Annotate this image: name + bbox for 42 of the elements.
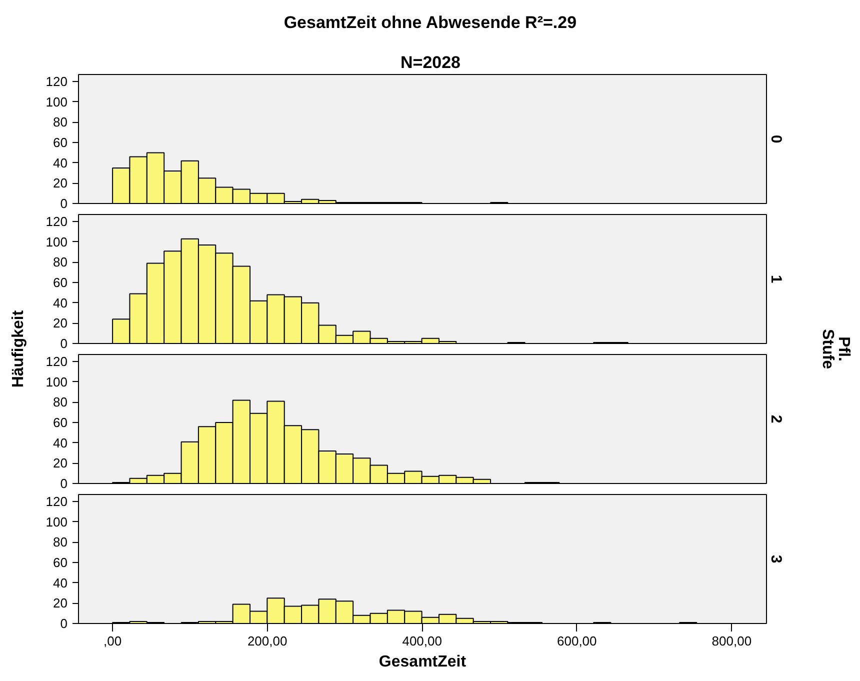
y2-axis-title: 1 [768, 274, 784, 284]
y-axis-title: Häufigkeit [10, 310, 27, 388]
y-tick-label: 120 [46, 74, 68, 90]
y-tick-label: 40 [53, 435, 68, 450]
y-tick-label: 60 [53, 275, 68, 290]
y2-axis-title: 0 [768, 134, 784, 144]
y-tick-label: 60 [53, 415, 68, 430]
y-tick-label: 0 [60, 196, 68, 211]
chart-title: GesamtZeit ohne Abwesende R²=.29 [284, 13, 577, 32]
y-tick-label: 20 [53, 596, 68, 611]
y-tick-label: 80 [53, 254, 68, 270]
y-tick-label: 80 [53, 534, 68, 550]
y-tick-label: 60 [53, 135, 68, 150]
y-tick-label: 0 [60, 616, 68, 631]
y-tick-label: 80 [53, 394, 68, 410]
y-tick-label: 120 [46, 494, 68, 510]
y-tick-label: 20 [53, 316, 68, 331]
text: Pfl. Stufe [819, 329, 852, 370]
y2-axis-title: 2 [768, 414, 784, 424]
y-tick-label: 0 [60, 476, 68, 491]
x-tick-label: 200,00 [247, 634, 288, 648]
x-tick-label: 400,00 [402, 634, 442, 648]
y-tick-label: 80 [53, 114, 68, 130]
x-tick-label: 600,00 [557, 634, 597, 648]
y-tick-label: 120 [46, 354, 68, 370]
y-tick-label: 100 [46, 234, 68, 250]
y-tick-label: 60 [53, 555, 68, 570]
y-tick-label: 20 [53, 176, 68, 191]
chart-subtitle: N=2028 [400, 53, 461, 72]
y-tick-label: 20 [53, 456, 68, 471]
y-tick-label: 40 [53, 155, 68, 170]
y2-axis-title: 3 [768, 554, 784, 564]
y-tick-label: 40 [53, 575, 68, 590]
x-tick-label: ,00 [104, 634, 122, 648]
x-tick-label: 800,00 [712, 634, 752, 648]
y-tick-label: 100 [46, 514, 68, 530]
y-tick-label: 0 [60, 336, 68, 351]
y-tick-label: 100 [46, 374, 68, 390]
y-tick-label: 40 [53, 295, 68, 310]
y-tick-label: 100 [46, 94, 68, 110]
x-axis-title: GesamtZeit [378, 654, 467, 670]
y-tick-label: 120 [46, 214, 68, 230]
